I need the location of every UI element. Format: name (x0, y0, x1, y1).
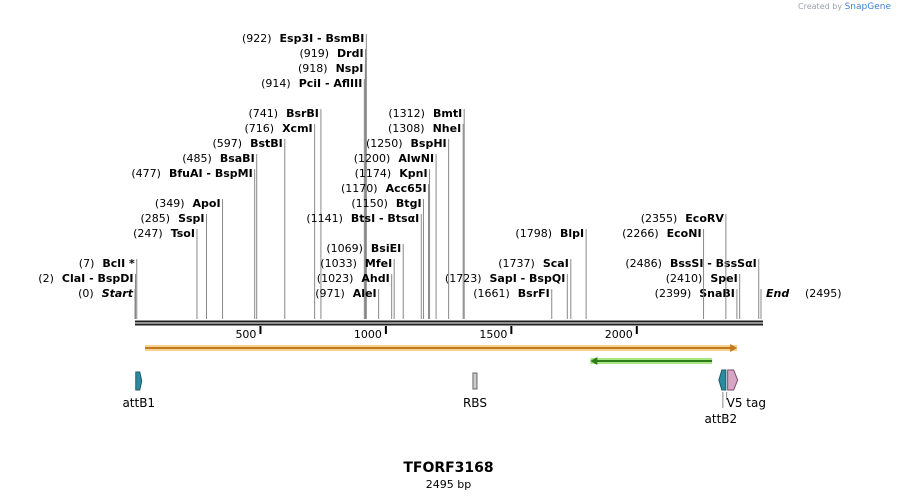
site-position: (1723) (445, 272, 482, 285)
site-name: BmtI (433, 107, 462, 120)
site-name: NspI (336, 62, 364, 75)
site-name: BsrFI (518, 287, 550, 300)
site-position: (741) (248, 107, 278, 120)
site-position: (1023) (317, 272, 354, 285)
site-position: (1170) (341, 182, 378, 195)
site-name: EcoRV (685, 212, 724, 225)
tick-label: 1000 (354, 328, 382, 341)
site-name: BtsI - BtsαI (351, 212, 419, 225)
site-name: Esp3I - BsmBI (280, 32, 365, 45)
snapgene-brand: SnapGene (844, 2, 891, 12)
site-position: (919) (299, 47, 329, 60)
site-name: SspI (178, 212, 204, 225)
attb1-glyph (135, 371, 143, 391)
attb2-label: attB2 (705, 412, 738, 426)
site-position: (1033) (320, 257, 357, 270)
site-name: BlpI (560, 227, 584, 240)
site-position: (1312) (388, 107, 425, 120)
site-name: SpeI (710, 272, 737, 285)
site-name: PciI - AflIII (299, 77, 363, 90)
site-name: MfeI (365, 257, 392, 270)
site-name: SapI - BspQI (490, 272, 566, 285)
site-name: BsrBI (286, 107, 319, 120)
site-position: (349) (155, 197, 185, 210)
site-position: (914) (261, 77, 291, 90)
site-position: (2410) (666, 272, 703, 285)
site-name: Start (102, 287, 134, 300)
site-name: BtgI (396, 197, 422, 210)
credit-prefix: Created by (798, 2, 843, 11)
site-position: (922) (242, 32, 272, 45)
site-name: AleI (353, 287, 377, 300)
site-name: BclI * (102, 257, 135, 270)
site-name: XcmI (282, 122, 313, 135)
site-name: BsiEI (371, 242, 401, 255)
rbs-label: RBS (463, 396, 487, 410)
site-name: SnaBI (699, 287, 735, 300)
v5-tag-glyph (727, 369, 739, 391)
site-name: BssSI - BssSαI (670, 257, 757, 270)
site-position: (1150) (351, 197, 388, 210)
site-position: (716) (244, 122, 274, 135)
site-position: (1174) (355, 167, 392, 180)
attb2-glyph (718, 369, 727, 391)
site-position: (2486) (625, 257, 662, 270)
site-name: BstBI (250, 137, 283, 150)
site-position: (1308) (388, 122, 425, 135)
site-position: (1069) (326, 242, 363, 255)
primer-arrowhead (590, 357, 598, 365)
site-position: (285) (140, 212, 170, 225)
site-position: (485) (182, 152, 212, 165)
site-position: (597) (213, 137, 243, 150)
site-position: (1661) (473, 287, 510, 300)
tick-label: 1500 (479, 328, 507, 341)
site-position: (2399) (655, 287, 692, 300)
site-name: KpnI (399, 167, 427, 180)
site-position: (1798) (515, 227, 552, 240)
site-name: AlwNI (398, 152, 434, 165)
site-name: BfuAI - BspMI (169, 167, 253, 180)
v5-tag-label: V5 tag (727, 396, 766, 410)
site-position: (7) (79, 257, 95, 270)
rbs-glyph (472, 372, 478, 390)
site-position: (477) (131, 167, 161, 180)
tick-label: 2000 (605, 328, 633, 341)
sequence-length: 2495 bp (425, 478, 472, 491)
site-position: (2266) (622, 227, 659, 240)
site-name: AhdI (361, 272, 389, 285)
site-position: (2355) (641, 212, 678, 225)
site-position: (2) (38, 272, 54, 285)
site-name: Acc65I (386, 182, 427, 195)
snapgene-credit: Created by SnapGene (798, 2, 891, 12)
site-position: (2495) (805, 287, 842, 300)
attb1-label: attB1 (122, 396, 155, 410)
site-name: BspHI (411, 137, 447, 150)
site-position: (1141) (306, 212, 343, 225)
site-name: ClaI - BspDI (62, 272, 134, 285)
site-position: (1737) (498, 257, 535, 270)
site-name: TsoI (171, 227, 195, 240)
site-name: End (766, 287, 789, 300)
orf-arrowhead (730, 344, 738, 352)
tick-label: 500 (235, 328, 256, 341)
site-name: DrdI (337, 47, 364, 60)
sequence-title: TFORF3168 (403, 460, 494, 476)
site-name: EcoNI (667, 227, 702, 240)
site-position: (1200) (354, 152, 391, 165)
site-position: (1250) (366, 137, 403, 150)
site-position: (918) (298, 62, 328, 75)
site-name: NheI (433, 122, 462, 135)
site-position: (971) (315, 287, 345, 300)
site-position: (0) (78, 287, 94, 300)
site-name: ScaI (543, 257, 569, 270)
site-position: (247) (133, 227, 163, 240)
site-name: BsaBI (220, 152, 255, 165)
site-name: ApoI (193, 197, 221, 210)
